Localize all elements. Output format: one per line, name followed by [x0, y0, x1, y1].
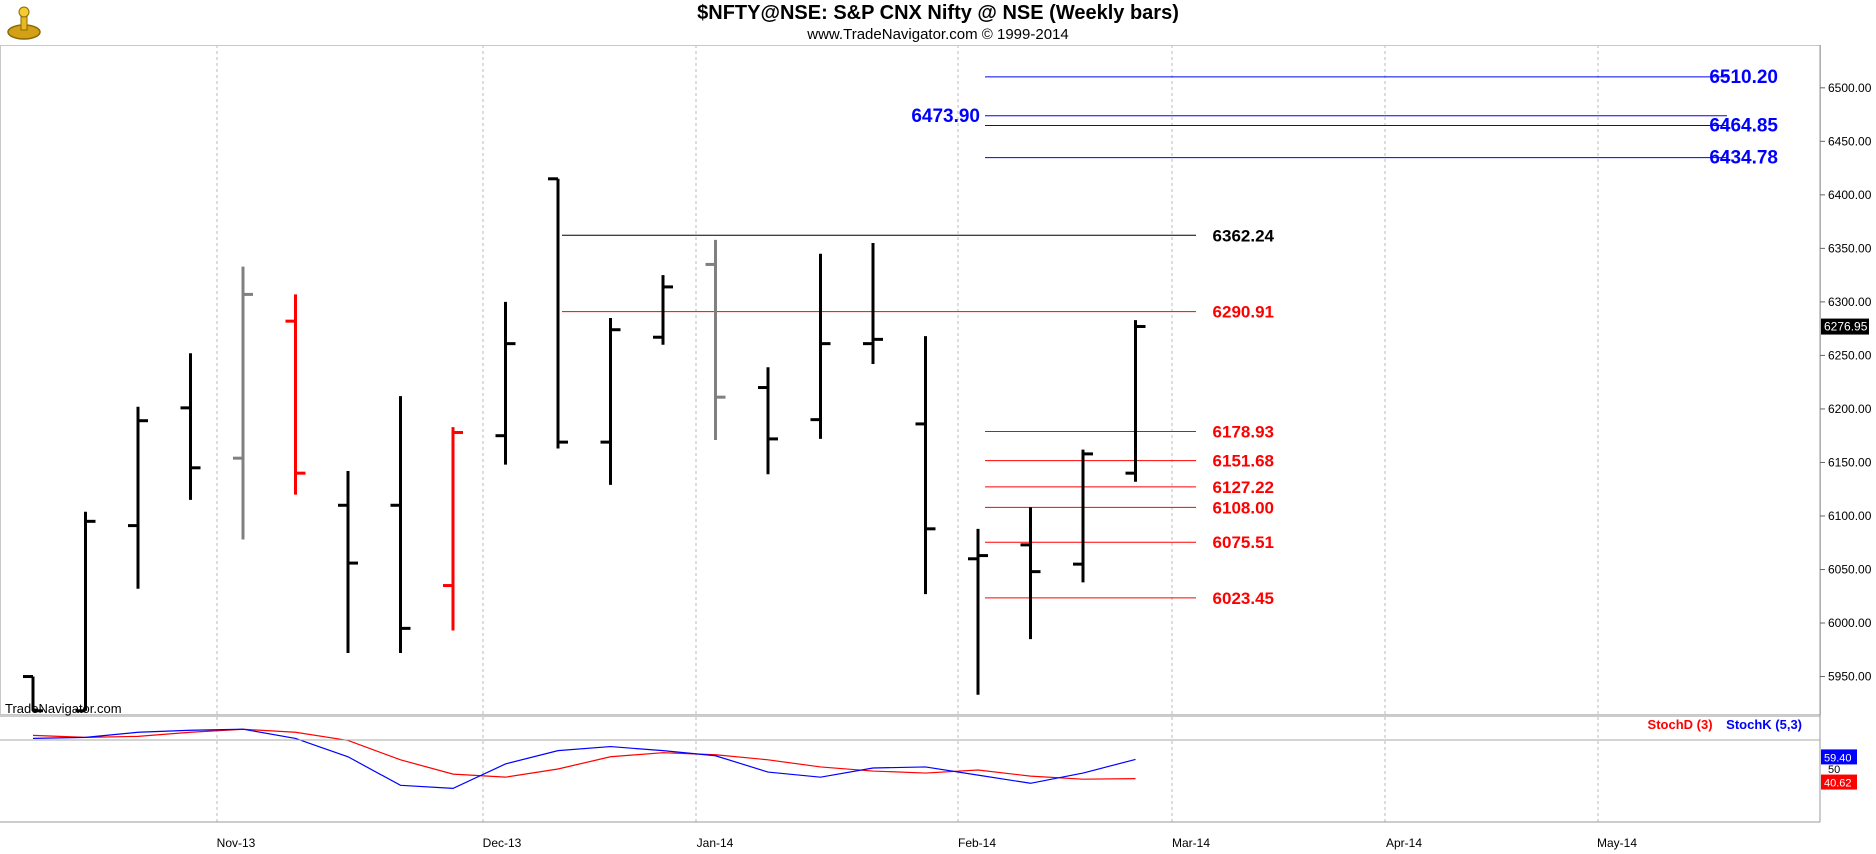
stoch-k-value: 59.40 [1824, 752, 1852, 764]
x-tick-label: Apr-14 [1386, 836, 1422, 850]
ohlc-bar [1073, 449, 1093, 583]
y-tick-label: 6250.00 [1828, 348, 1872, 362]
ohlc-bar [758, 367, 778, 475]
stoch-k-box [1821, 749, 1857, 765]
y-tick-label: 6100.00 [1828, 509, 1872, 523]
chart-title: $NFTY@NSE: S&P CNX Nifty @ NSE (Weekly b… [697, 2, 1179, 24]
y-tick-label: 6400.00 [1828, 188, 1872, 202]
ohlc-bar [1125, 320, 1146, 482]
level-label: 6151.68 [1213, 452, 1274, 471]
ohlc-bar [495, 301, 516, 465]
x-tick-label: May-14 [1597, 836, 1637, 850]
ohlc-bar [338, 471, 358, 653]
level-label: 6290.91 [1213, 303, 1274, 322]
chart-subtitle: www.TradeNavigator.com © 1999-2014 [807, 26, 1069, 43]
level-label: 6127.22 [1213, 478, 1274, 497]
y-tick-label: 5950.00 [1828, 670, 1872, 684]
grid [216, 45, 1599, 822]
level-label: 6464.85 [1709, 115, 1778, 136]
ohlc-bar [863, 243, 883, 364]
ohlc-bar [653, 275, 673, 345]
x-tick-label: Mar-14 [1172, 836, 1210, 850]
price-panel-frame [0, 45, 1821, 715]
ohlc-bar [443, 427, 463, 631]
level-label: 6108.00 [1213, 498, 1274, 517]
y-tick-label: 6500.00 [1828, 81, 1872, 95]
ohlc-bar [75, 511, 96, 713]
x-tick-label: Feb-14 [958, 836, 996, 850]
level-label: 6473.90 [911, 106, 980, 127]
stoch-d-legend: StochD (3) [1647, 717, 1713, 732]
stoch-d-value: 40.62 [1824, 778, 1852, 790]
stoch-d-line [32, 728, 1136, 780]
y-tick-label: 6150.00 [1828, 455, 1872, 469]
level-label: 6023.45 [1213, 589, 1274, 608]
watermark: TradeNavigator.com [5, 701, 122, 716]
y-tick-label: 6050.00 [1828, 562, 1872, 576]
ohlc-bar [1020, 507, 1041, 640]
last-price-box [1821, 318, 1869, 335]
x-tick-label: Jan-14 [697, 836, 734, 850]
y-tick-label: 6350.00 [1828, 241, 1872, 255]
ohlc-bar [390, 396, 411, 653]
level-label: 6362.24 [1213, 226, 1275, 245]
tradenavigator-logo-icon [4, 4, 44, 44]
level-label: 6434.78 [1709, 148, 1778, 169]
price-bars [23, 177, 1146, 713]
stochastic-legend: StochD (3) StochK (5,3) [1648, 717, 1802, 732]
ohlc-bar [915, 336, 936, 595]
ohlc-bar [810, 253, 831, 439]
ohlc-bar [23, 675, 43, 713]
ohlc-bar [180, 353, 201, 500]
ohlc-bar [705, 239, 726, 440]
level-label: 6178.93 [1213, 422, 1274, 441]
axes: Nov-13 Dec-13 Jan-14 Feb-14 Mar-14 Apr-14 May-… [0, 45, 1872, 850]
x-tick-label: Nov-13 [217, 836, 256, 850]
stoch-d-box [1821, 774, 1857, 790]
stoch-mid-label: 50 [1828, 764, 1840, 776]
y-tick-label: 6300.00 [1828, 295, 1872, 309]
stoch-k-line [32, 728, 1136, 789]
ohlc-bar [233, 266, 253, 540]
ohlc-bar [968, 528, 988, 695]
level-label: 6510.20 [1709, 67, 1778, 88]
ohlc-bar [128, 406, 148, 589]
y-tick-label: 6000.00 [1828, 616, 1872, 630]
y-tick-label: 6450.00 [1828, 134, 1872, 148]
stoch-k-legend: StochK (5,3) [1726, 717, 1802, 732]
level-label: 6075.51 [1213, 533, 1274, 552]
ohlc-bar [548, 177, 568, 449]
x-tick-label: Dec-13 [483, 836, 522, 850]
ohlc-bar [600, 317, 621, 485]
stochastic-panel [32, 728, 1136, 789]
level-lines: 6510.20 6473.90 6464.85 6434.78 6362.24 6290.… [562, 67, 1778, 608]
ohlc-bar [285, 294, 306, 495]
last-price-label: 6276.95 [1824, 320, 1868, 334]
y-tick-label: 6200.00 [1828, 402, 1872, 416]
